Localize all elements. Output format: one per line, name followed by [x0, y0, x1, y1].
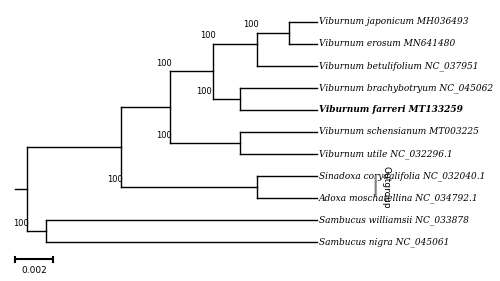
Text: Adoxa moschatellina NC_034792.1: Adoxa moschatellina NC_034792.1	[319, 193, 478, 203]
Text: 0.002: 0.002	[22, 266, 47, 275]
Text: Viburnum japonicum MH036493: Viburnum japonicum MH036493	[319, 17, 468, 26]
Text: 100: 100	[243, 21, 259, 30]
Text: 100: 100	[156, 59, 172, 68]
Text: 100: 100	[200, 31, 216, 40]
Text: Sinadoxa corydalifolia NC_032040.1: Sinadoxa corydalifolia NC_032040.1	[319, 171, 486, 181]
Text: Viburnum schensianum MT003225: Viburnum schensianum MT003225	[319, 127, 479, 136]
Text: Viburnum betulifolium NC_037951: Viburnum betulifolium NC_037951	[319, 61, 478, 71]
Text: Sambucus williamsii NC_033878: Sambucus williamsii NC_033878	[319, 215, 469, 225]
Text: Sambucus nigra NC_045061: Sambucus nigra NC_045061	[319, 237, 450, 247]
Text: Outgroup: Outgroup	[382, 166, 390, 208]
Text: 100: 100	[196, 87, 212, 96]
Text: 100: 100	[156, 130, 172, 140]
Text: 100: 100	[13, 219, 28, 228]
Text: Viburnum farreri MT133259: Viburnum farreri MT133259	[319, 105, 463, 114]
Text: Viburnum erosum MN641480: Viburnum erosum MN641480	[319, 39, 456, 48]
Text: Viburnum brachybotryum NC_045062: Viburnum brachybotryum NC_045062	[319, 83, 493, 93]
Text: Viburnum utile NC_032296.1: Viburnum utile NC_032296.1	[319, 149, 452, 159]
Text: 100: 100	[107, 175, 123, 183]
